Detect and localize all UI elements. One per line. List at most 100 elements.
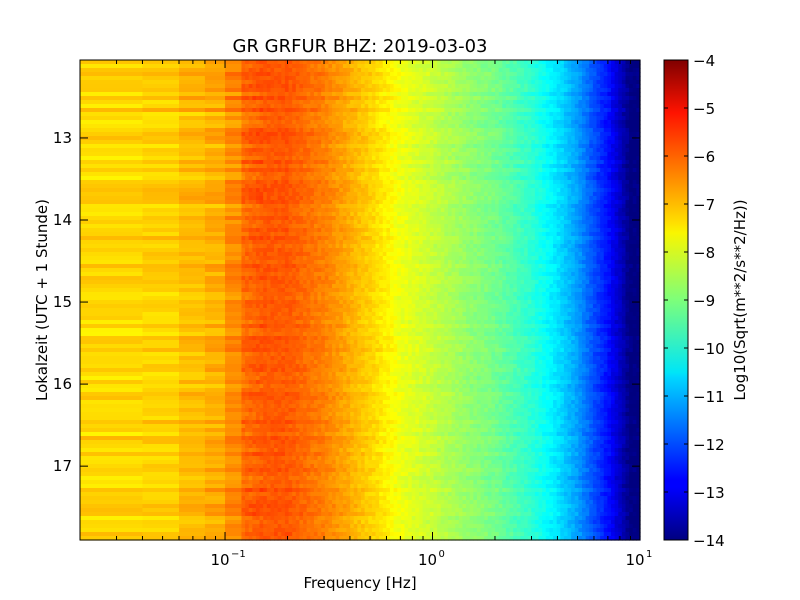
heatmap-cell xyxy=(306,224,311,229)
heatmap-cell xyxy=(466,220,471,225)
heatmap-cell xyxy=(288,188,293,193)
heatmap-cell xyxy=(451,184,456,189)
heatmap-cell xyxy=(332,224,337,229)
heatmap-cell xyxy=(252,228,257,233)
heatmap-cell xyxy=(357,132,362,137)
heatmap-cell xyxy=(433,84,438,89)
heatmap-cell xyxy=(560,104,565,109)
heatmap-cell xyxy=(292,168,297,173)
heatmap-cell xyxy=(589,68,594,73)
heatmap-cell xyxy=(509,68,514,73)
heatmap-cell xyxy=(321,64,326,69)
heatmap-cell xyxy=(382,152,387,157)
heatmap-cell xyxy=(295,152,301,157)
heatmap-cell xyxy=(473,200,478,205)
heatmap-cell xyxy=(487,184,493,189)
heatmap-cell xyxy=(371,108,377,113)
heatmap-cell xyxy=(179,84,206,89)
heatmap-cell xyxy=(277,156,282,161)
heatmap-cell xyxy=(542,96,547,101)
heatmap-cell xyxy=(473,144,478,149)
heatmap-cell xyxy=(274,140,279,145)
heatmap-cell xyxy=(495,180,500,185)
heatmap-cell xyxy=(364,176,369,181)
heatmap-cell xyxy=(444,80,449,85)
heatmap-cell xyxy=(361,80,366,85)
heatmap-cell xyxy=(379,124,384,129)
heatmap-cell xyxy=(368,192,373,197)
heatmap-cell xyxy=(505,100,511,105)
heatmap-cell xyxy=(607,148,612,153)
heatmap-cell xyxy=(505,76,511,81)
heatmap-cell xyxy=(400,60,406,65)
heatmap-cell xyxy=(284,168,290,173)
heatmap-cell xyxy=(259,136,264,141)
heatmap-cell xyxy=(527,192,532,197)
heatmap-cell xyxy=(629,224,634,229)
heatmap-cell xyxy=(574,152,579,157)
heatmap-cell xyxy=(629,100,634,105)
heatmap-cell xyxy=(393,160,398,165)
heatmap-cell xyxy=(404,228,409,233)
heatmap-cell xyxy=(266,224,272,229)
heatmap-cell xyxy=(476,184,482,189)
heatmap-cell xyxy=(578,132,583,137)
heatmap-cell xyxy=(556,208,561,213)
heatmap-cell xyxy=(484,176,489,181)
heatmap-cell xyxy=(321,224,326,229)
heatmap-cell xyxy=(361,108,366,113)
heatmap-cell xyxy=(404,212,409,217)
heatmap-cell xyxy=(259,160,264,165)
heatmap-cell xyxy=(505,108,511,113)
heatmap-cell xyxy=(502,76,507,81)
heatmap-cell xyxy=(545,228,551,233)
heatmap-cell xyxy=(614,180,619,185)
heatmap-cell xyxy=(585,116,590,121)
heatmap-cell xyxy=(368,176,373,181)
heatmap-cell xyxy=(411,212,416,217)
heatmap-cell xyxy=(574,100,579,105)
heatmap-cell xyxy=(400,104,406,109)
heatmap-cell xyxy=(491,220,496,225)
heatmap-cell xyxy=(636,144,641,149)
heatmap-cell xyxy=(303,168,308,173)
heatmap-cell xyxy=(476,188,482,193)
heatmap-cell xyxy=(357,168,362,173)
heatmap-cell xyxy=(241,200,246,205)
heatmap-cell xyxy=(404,200,409,205)
heatmap-cell xyxy=(204,76,226,81)
heatmap-cell xyxy=(324,112,330,117)
heatmap-cell xyxy=(462,88,467,93)
heatmap-cell xyxy=(491,188,496,193)
heatmap-cell xyxy=(498,176,503,181)
heatmap-cell xyxy=(303,60,308,65)
heatmap-cell xyxy=(259,208,264,213)
heatmap-cell xyxy=(462,204,467,209)
heatmap-cell xyxy=(629,132,634,137)
heatmap-cell xyxy=(545,200,551,205)
heatmap-cell xyxy=(274,72,279,77)
heatmap-cell xyxy=(292,176,297,181)
heatmap-cell xyxy=(415,216,420,221)
heatmap-cell xyxy=(379,176,384,181)
heatmap-cell xyxy=(440,144,445,149)
heatmap-cell xyxy=(545,120,551,125)
heatmap-cell xyxy=(259,196,264,201)
heatmap-cell xyxy=(473,164,478,169)
heatmap-cell xyxy=(534,64,540,69)
heatmap-cell xyxy=(578,100,583,105)
heatmap-cell xyxy=(560,212,565,217)
heatmap-cell xyxy=(509,60,514,65)
heatmap-cell xyxy=(274,220,279,225)
heatmap-cell xyxy=(549,172,554,177)
heatmap-cell xyxy=(462,116,467,121)
heatmap-cell xyxy=(418,172,424,177)
heatmap-cell xyxy=(281,152,286,157)
heatmap-cell xyxy=(357,64,362,69)
heatmap-cell xyxy=(520,92,525,97)
heatmap-cell xyxy=(255,128,261,133)
heatmap-cell xyxy=(335,224,340,229)
heatmap-cell xyxy=(614,140,619,145)
heatmap-cell xyxy=(491,228,496,233)
heatmap-cell xyxy=(600,208,605,213)
